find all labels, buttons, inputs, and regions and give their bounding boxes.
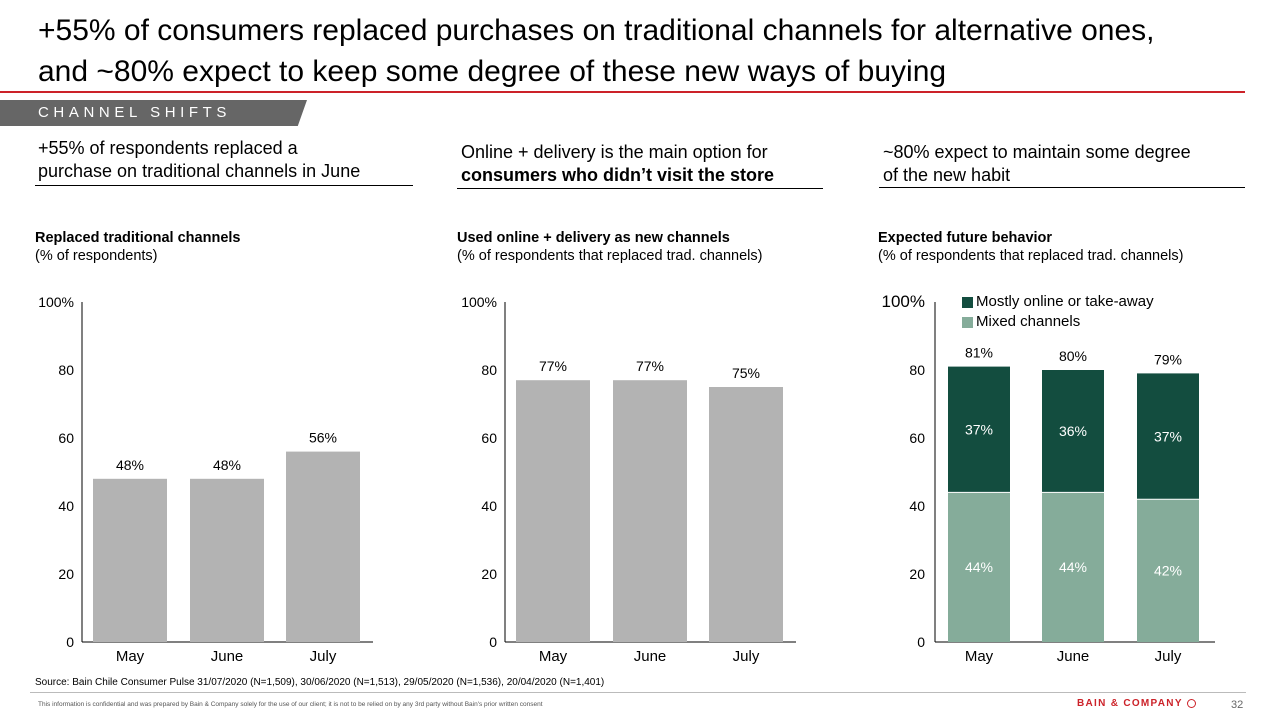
chart-3-y-tick-label: 40 <box>909 498 925 514</box>
chart-1-data-label: 48% <box>116 457 144 473</box>
legend-swatch-mixed <box>962 316 973 328</box>
chart-1-bar <box>190 478 264 642</box>
chart-1-x-tick-label: May <box>116 648 145 665</box>
chart-3-y-tick-label: 20 <box>909 566 925 582</box>
chart-1-x-tick-label: July <box>310 648 337 665</box>
chart-2-subtitle: (% of respondents that replaced trad. ch… <box>457 248 763 264</box>
section-tag: CHANNEL SHIFTS <box>0 100 307 126</box>
subhead-online-rule <box>457 188 823 189</box>
chart-2-title: Used online + delivery as new channels <box>457 230 730 246</box>
chart-3-x-tick-label: June <box>1057 648 1090 665</box>
chart-1-y-tick-label: 60 <box>58 430 74 446</box>
legend-label-mixed: Mixed channels <box>976 313 1081 330</box>
legend-item-online: Mostly online or take-away <box>962 292 1154 312</box>
subhead-online-line-2: consumers who didn’t visit the store <box>461 165 775 185</box>
legend-label-online: Mostly online or take-away <box>976 293 1154 310</box>
chart-1-title-block: Replaced traditional channels (% of resp… <box>35 229 240 265</box>
title-divider <box>0 91 1245 93</box>
subhead-online: Online + delivery is the main option for… <box>461 141 774 187</box>
chart-3-title: Expected future behavior <box>878 230 1053 246</box>
chart-3-bar-online <box>1042 370 1104 493</box>
chart-2-x-tick-label: July <box>733 648 760 665</box>
source-note: Source: Bain Chile Consumer Pulse 31/07/… <box>35 677 605 688</box>
chart-2-x-tick-label: June <box>634 648 667 665</box>
subhead-replaced: +55% of respondents replaced a purchase … <box>38 137 360 183</box>
chart-1-data-label: 48% <box>213 457 241 473</box>
chart-2-bar <box>709 387 783 642</box>
chart-1-y-tick-label: 100% <box>38 294 74 310</box>
chart-2-data-label: 77% <box>539 358 567 374</box>
chart-1-data-label: 56% <box>309 430 337 446</box>
subhead-expect-line-1: ~80% expect to maintain some degree <box>883 142 1191 162</box>
chart-2-y-tick-label: 100% <box>461 294 497 310</box>
chart-3-title-block: Expected future behavior (% of responden… <box>878 229 1183 265</box>
company-logo-text: BAIN & COMPANY <box>1077 698 1183 709</box>
chart-1-y-tick-label: 0 <box>66 634 74 650</box>
chart-2-y-tick-label: 80 <box>481 362 497 378</box>
chart-3-bar-mixed <box>1137 499 1199 642</box>
subhead-expect: ~80% expect to maintain some degree of t… <box>883 141 1191 187</box>
chart-3-y-tick-label: 100% <box>882 292 925 311</box>
section-tag-label: CHANNEL SHIFTS <box>38 104 232 121</box>
chart-3-total-label: 81% <box>965 345 993 361</box>
chart-3-y-tick-label: 0 <box>917 634 925 650</box>
chart-3-y-tick-label: 80 <box>909 362 925 378</box>
company-logo: BAIN & COMPANY <box>1077 698 1196 709</box>
chart-2-y-tick-label: 60 <box>481 430 497 446</box>
chart-3-legend: Mostly online or take-away Mixed channel… <box>962 292 1154 332</box>
page-number: 32 <box>1231 699 1244 711</box>
subhead-expect-rule <box>879 187 1245 188</box>
chart-1-bar <box>93 478 167 642</box>
chart-1-subtitle: (% of respondents) <box>35 248 158 264</box>
subhead-replaced-rule <box>35 185 413 186</box>
footer-divider <box>30 692 1246 693</box>
subhead-replaced-line-2: purchase on traditional channels in June <box>38 161 361 181</box>
chart-2-data-label: 77% <box>636 358 664 374</box>
chart-3-total-label: 80% <box>1059 348 1087 364</box>
chart-3-x-tick-label: May <box>965 648 994 665</box>
chart-1-x-tick-label: June <box>211 648 244 665</box>
chart-2-title-block: Used online + delivery as new channels (… <box>457 229 762 265</box>
chart-3-bar-online <box>1137 373 1199 500</box>
subhead-expect-line-2: of the new habit <box>883 165 1011 185</box>
chart-1-bar <box>286 451 360 642</box>
chart-3-data-label-mixed: 44% <box>965 559 993 575</box>
legend-item-mixed: Mixed channels <box>962 312 1154 332</box>
legend-swatch-online <box>962 296 973 308</box>
chart-3-data-label-mixed: 44% <box>1059 559 1087 575</box>
chart-3-bar-mixed <box>1042 492 1104 642</box>
chart-1-y-tick-label: 80 <box>58 362 74 378</box>
confidentiality-note: This information is confidential and was… <box>38 701 543 708</box>
chart-3-data-label-online: 37% <box>1154 428 1182 444</box>
chart-3-bar-mixed <box>948 492 1010 642</box>
chart-3-subtitle: (% of respondents that replaced trad. ch… <box>878 248 1184 264</box>
chart-2-y-tick-label: 0 <box>489 634 497 650</box>
logo-mark-icon <box>1186 699 1196 708</box>
chart-1-y-tick-label: 20 <box>58 566 74 582</box>
chart-2-y-tick-label: 40 <box>481 498 497 514</box>
page-title: +55% of consumers replaced purchases on … <box>38 10 1253 92</box>
chart-3-data-label-online: 36% <box>1059 423 1087 439</box>
chart-2-bar <box>613 380 687 642</box>
chart-3-x-tick-label: July <box>1155 648 1182 665</box>
subhead-online-line-1: Online + delivery is the main option for <box>461 142 768 162</box>
subhead-replaced-line-1: +55% of respondents replaced a <box>38 138 298 158</box>
chart-2-y-tick-label: 20 <box>481 566 497 582</box>
chart-3-total-label: 79% <box>1154 351 1182 367</box>
chart-2-data-label: 75% <box>732 365 760 381</box>
chart-3-data-label-mixed: 42% <box>1154 563 1182 579</box>
chart-3-data-label-online: 37% <box>965 422 993 438</box>
chart-2-bar <box>516 380 590 642</box>
page-title-line-2: and ~80% expect to keep some degree of t… <box>38 55 947 88</box>
chart-1-y-tick-label: 40 <box>58 498 74 514</box>
chart-2-x-tick-label: May <box>539 648 568 665</box>
chart-3-bar-online <box>948 366 1010 493</box>
chart-1-title: Replaced traditional channels <box>35 230 241 246</box>
page-title-line-1: +55% of consumers replaced purchases on … <box>38 14 1155 47</box>
chart-3-y-tick-label: 60 <box>909 430 925 446</box>
